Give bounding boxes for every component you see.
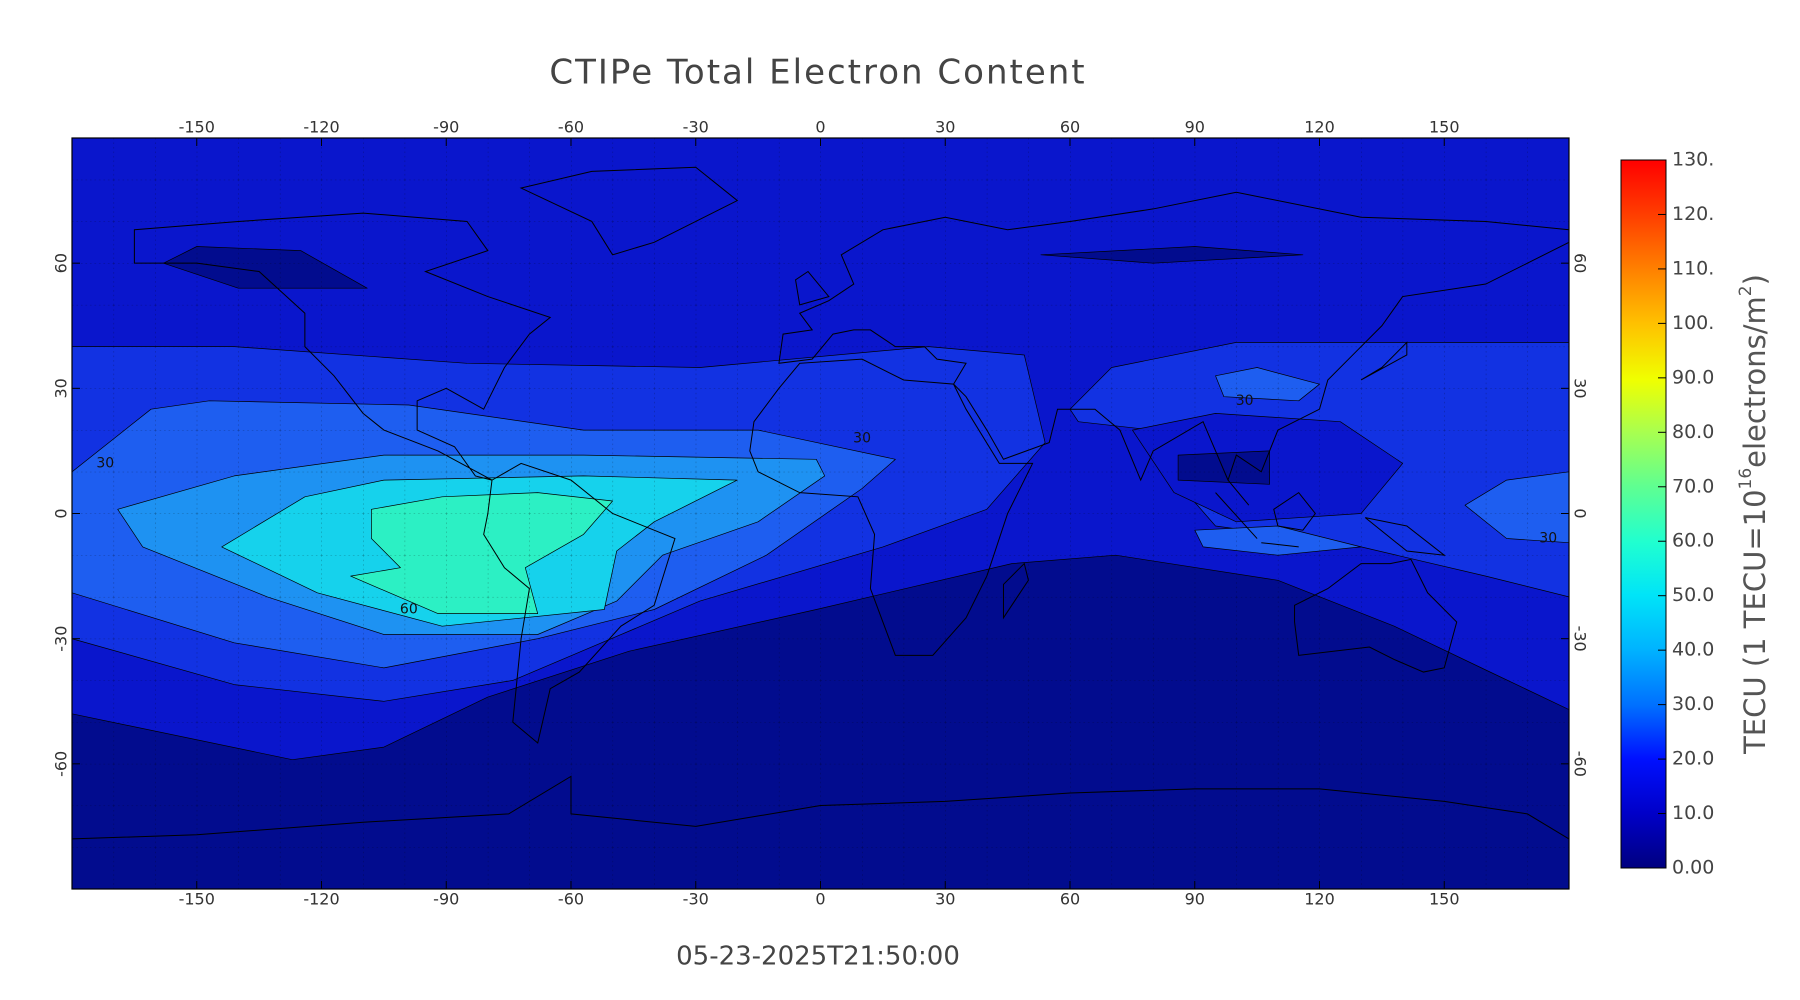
- chart-title: CTIPe Total Electron Content: [549, 53, 1086, 93]
- x-tick-label: -30: [683, 118, 709, 137]
- colorbar-tick-label: 90.0: [1672, 366, 1714, 388]
- x-tick-label: 90: [1185, 118, 1205, 137]
- y-tick-label: -30: [1571, 626, 1590, 652]
- timestamp: 05-23-2025T21:50:00: [676, 942, 960, 972]
- y-tick-label: 0: [52, 508, 71, 518]
- colorbar-tick-label: 120.: [1672, 203, 1714, 225]
- label-part: electrons/m: [1738, 296, 1772, 468]
- colorbar-tick-label: 10.0: [1672, 802, 1714, 824]
- y-tick-label: 60: [1571, 253, 1590, 273]
- colorbar-tick-label: 60.0: [1672, 530, 1714, 552]
- x-tick-label: -60: [558, 890, 584, 909]
- x-tick-label: 0: [815, 890, 825, 909]
- x-tick-label: -120: [303, 890, 339, 909]
- label-part: TECU (1 TECU=10: [1738, 489, 1772, 754]
- x-tick-label: -90: [433, 890, 459, 909]
- x-tick-label: 0: [815, 118, 825, 137]
- x-tick-label: -120: [303, 118, 339, 137]
- y-tick-label: -30: [52, 626, 71, 652]
- contour-label: 30: [1539, 531, 1557, 547]
- x-tick-label: 150: [1429, 890, 1460, 909]
- x-tick-label: -30: [683, 890, 709, 909]
- label-part: ): [1738, 274, 1772, 285]
- x-tick-label: 60: [1060, 118, 1080, 137]
- x-tick-label: 150: [1429, 118, 1460, 137]
- colorbar-tick-label: 100.: [1672, 312, 1714, 334]
- x-tick-label: 120: [1304, 118, 1335, 137]
- label-sup: 2: [1736, 285, 1756, 296]
- colorbar-tick-label: 80.0: [1672, 421, 1714, 443]
- y-tick-label: 0: [1571, 508, 1590, 518]
- x-tick-label: -150: [179, 890, 215, 909]
- x-tick-label: 30: [935, 118, 955, 137]
- y-tick-label: -60: [1571, 751, 1590, 777]
- y-tick-label: 30: [1571, 378, 1590, 398]
- contour-label: 60: [400, 601, 418, 617]
- colorbar-tick-label: 50.0: [1672, 584, 1714, 606]
- colorbar: [1620, 159, 1667, 869]
- colorbar-tick-label: 30.0: [1672, 693, 1714, 715]
- colorbar-label: TECU (1 TECU=1016electrons/m2): [1736, 274, 1772, 755]
- colorbar-tick-label: 40.0: [1672, 639, 1714, 661]
- colorbar-tick-label: 130.: [1672, 149, 1714, 171]
- x-tick-label: 120: [1304, 890, 1335, 909]
- colorbar-tick-label: 20.0: [1672, 748, 1714, 770]
- contour-label: 30: [96, 455, 114, 471]
- label-sup: 16: [1736, 468, 1756, 490]
- colorbar-tick-label: 110.: [1672, 257, 1714, 279]
- y-tick-label: 60: [52, 253, 71, 273]
- x-tick-label: 90: [1185, 890, 1205, 909]
- y-tick-label: -60: [52, 751, 71, 777]
- x-tick-label: -90: [433, 118, 459, 137]
- colorbar-tick-label: 70.0: [1672, 475, 1714, 497]
- y-tick-label: 30: [52, 378, 71, 398]
- x-tick-label: -60: [558, 118, 584, 137]
- x-tick-label: 30: [935, 890, 955, 909]
- x-tick-label: 60: [1060, 890, 1080, 909]
- grid: [72, 138, 1569, 889]
- colorbar-tick-label: 0.00: [1672, 857, 1714, 879]
- contour-label: 30: [853, 430, 871, 446]
- x-tick-label: -150: [179, 118, 215, 137]
- contour-label: 30: [1236, 393, 1254, 409]
